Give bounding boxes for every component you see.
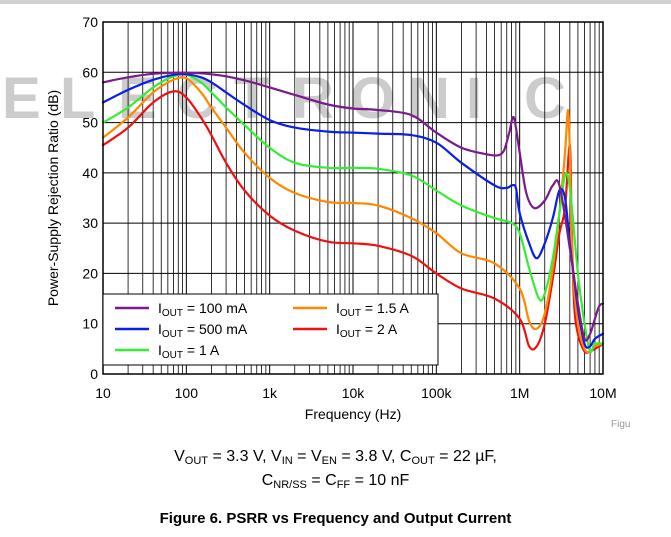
watermark-letter: I [466, 66, 482, 131]
x-tick-label: 1M [510, 385, 529, 401]
watermark-letter: L [60, 66, 95, 131]
x-tick-label: 1k [262, 385, 278, 401]
caption-text: C [399, 448, 412, 465]
x-tick-label: 10k [342, 385, 366, 401]
series-line-i1A [101, 73, 605, 354]
y-tick-label: 60 [82, 64, 98, 80]
legend-entry-label: IOUT = 2 A [336, 321, 398, 340]
legend-entry-label: IOUT = 100 mA [158, 300, 248, 319]
x-axis-title: Frequency (Hz) [305, 406, 401, 422]
y-tick-label: 10 [82, 316, 98, 332]
y-tick-label: 70 [82, 14, 98, 30]
y-tick-label: 30 [82, 215, 98, 231]
caption-sub: OUT [411, 455, 435, 467]
caption-sub: FF [336, 479, 351, 491]
figure-title: Figure 6. PSRR vs Frequency and Output C… [159, 510, 512, 527]
caption-sub: OUT [184, 455, 209, 467]
caption-text: V [174, 448, 185, 465]
caption-sub: NR/SS [273, 479, 307, 491]
y-tick-label: 20 [82, 265, 98, 281]
caption-text: = 22 µF, [434, 448, 497, 465]
caption-line-1: VOUT = 3.3 V, VIN = VEN = 3.8 V, COUT = … [174, 448, 497, 467]
watermark-letter: N [408, 66, 450, 131]
caption-text: = V [292, 448, 322, 465]
caption-sub: EN [321, 455, 337, 467]
caption-line-2: CNR/SS = CFF = 10 nF [261, 472, 410, 491]
series-line-i100mA [101, 71, 605, 342]
legend: IOUT = 100 mA IOUT = 1.5 A IOUT = 500 mA IO… [102, 293, 439, 366]
legend-entry-label: IOUT = 1 A [158, 342, 220, 361]
x-tick-label: 10M [589, 385, 616, 401]
x-tick-label: 100k [421, 385, 452, 401]
legend-entry-label: IOUT = 500 mA [158, 321, 248, 340]
caption-text: V [271, 448, 282, 465]
series-layer [101, 71, 605, 354]
y-tick-label: 40 [82, 165, 98, 181]
y-axis-title: Power-Supply Rejection Ratio (dB) [45, 90, 61, 306]
legend-entry-label: IOUT = 1.5 A [336, 300, 410, 319]
series-line-i1_5A [101, 76, 605, 354]
caption-text: = C [306, 472, 337, 489]
watermark-letter: O [350, 66, 395, 131]
series-line-i500mA [101, 72, 605, 349]
caption-text: C [261, 472, 274, 489]
watermark-letter: E [2, 66, 41, 131]
y-tick-label: 50 [82, 115, 98, 131]
figure-id-label: Figu [611, 419, 630, 430]
y-axis-ticks: 0 10 20 30 40 50 60 70 [82, 14, 98, 382]
plot-frame [102, 21, 604, 375]
caption-sub: IN [281, 455, 293, 467]
x-axis-ticks: 10 100 1k 10k 100k 1M 10M [95, 385, 616, 401]
caption-text: = 3.8 V, [336, 448, 400, 465]
legend-box [102, 293, 439, 366]
caption-text: = 10 nF [350, 472, 410, 489]
watermark-bar [0, 0, 671, 4]
x-tick-label: 10 [95, 385, 111, 401]
x-tick-label: 100 [175, 385, 199, 401]
y-tick-label: 0 [90, 366, 98, 382]
conditions-caption: VOUT = 3.3 V, VIN = VEN = 3.8 V, COUT = … [0, 447, 671, 495]
watermark-letter: R [292, 66, 334, 131]
caption-text: = 3.3 V, [208, 448, 272, 465]
